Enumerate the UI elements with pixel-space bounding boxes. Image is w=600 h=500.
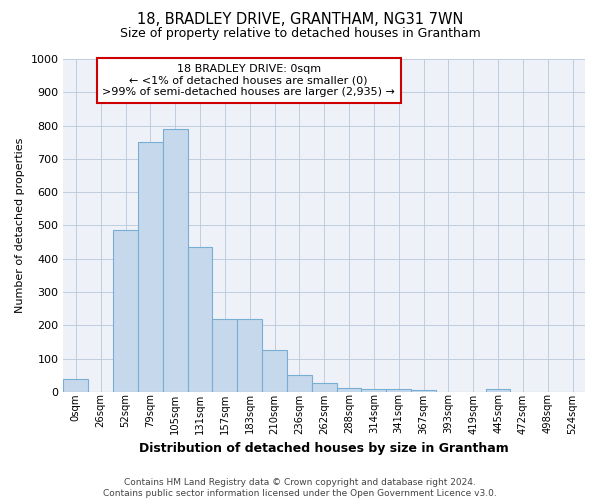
Bar [113,230,138,392]
X-axis label: Distribution of detached houses by size in Grantham: Distribution of detached houses by size … [139,442,509,455]
Bar [312,382,337,392]
Bar [361,388,386,392]
Bar [485,389,511,392]
Bar [337,388,361,392]
Text: 18, BRADLEY DRIVE, GRANTHAM, NG31 7WN: 18, BRADLEY DRIVE, GRANTHAM, NG31 7WN [137,12,463,28]
Text: Size of property relative to detached houses in Grantham: Size of property relative to detached ho… [119,28,481,40]
Text: Contains HM Land Registry data © Crown copyright and database right 2024.
Contai: Contains HM Land Registry data © Crown c… [103,478,497,498]
Bar [386,389,411,392]
Bar [64,378,88,392]
Bar [188,247,212,392]
Bar [138,142,163,392]
Bar [411,390,436,392]
Text: 18 BRADLEY DRIVE: 0sqm
← <1% of detached houses are smaller (0)
>99% of semi-det: 18 BRADLEY DRIVE: 0sqm ← <1% of detached… [102,64,395,97]
Bar [163,129,188,392]
Bar [262,350,287,392]
Y-axis label: Number of detached properties: Number of detached properties [15,138,25,313]
Bar [287,376,312,392]
Bar [212,318,237,392]
Bar [237,318,262,392]
